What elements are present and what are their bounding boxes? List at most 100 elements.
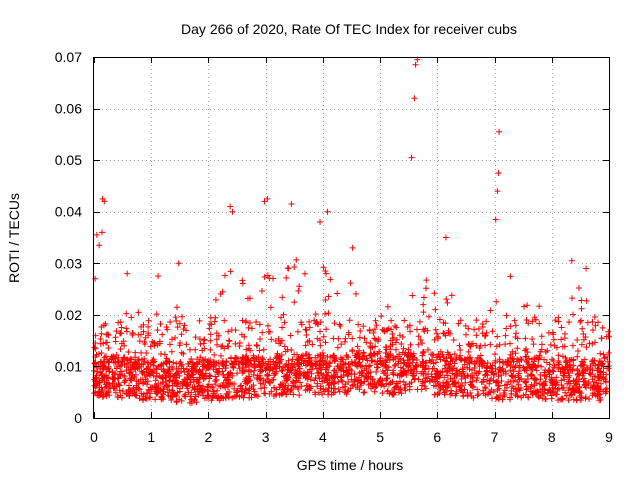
- data-point: [451, 351, 458, 358]
- data-point: [451, 360, 458, 367]
- data-point: [382, 364, 389, 371]
- data-point: [302, 326, 309, 333]
- data-point: [293, 256, 300, 263]
- data-point: [160, 396, 167, 403]
- data-point: [129, 330, 136, 337]
- data-point: [583, 265, 590, 272]
- data-point: [493, 298, 500, 305]
- data-point: [213, 330, 220, 337]
- data-point: [412, 375, 419, 382]
- data-point: [440, 383, 447, 390]
- data-point: [311, 377, 318, 384]
- data-point: [126, 392, 133, 399]
- data-point: [145, 332, 152, 339]
- data-point: [523, 317, 530, 324]
- data-point: [574, 371, 581, 378]
- data-point: [469, 378, 476, 385]
- data-point: [325, 369, 332, 376]
- data-point: [178, 331, 185, 338]
- y-tick-label: 0.02: [55, 307, 82, 323]
- data-point: [180, 350, 187, 357]
- data-point: [391, 362, 398, 369]
- data-point: [325, 293, 332, 300]
- data-point: [397, 371, 404, 378]
- data-point: [283, 274, 290, 281]
- data-point: [265, 372, 272, 379]
- data-point: [207, 346, 214, 353]
- data-point: [174, 389, 181, 396]
- data-point: [154, 327, 161, 334]
- data-point: [222, 394, 229, 401]
- data-point: [441, 374, 448, 381]
- data-point: [199, 383, 206, 390]
- data-point: [351, 378, 358, 385]
- data-point: [290, 379, 297, 386]
- data-point: [444, 372, 451, 379]
- data-point: [566, 319, 573, 326]
- data-point: [373, 383, 380, 390]
- data-point: [254, 342, 261, 349]
- data-point: [221, 317, 228, 324]
- data-point: [568, 257, 575, 264]
- data-point: [486, 380, 493, 387]
- data-point: [168, 348, 175, 355]
- data-point: [343, 391, 350, 398]
- data-point: [102, 364, 109, 371]
- data-point: [288, 200, 295, 207]
- data-point: [280, 390, 286, 397]
- data-point: [475, 325, 482, 332]
- data-point: [320, 333, 327, 340]
- data-point: [589, 318, 596, 325]
- data-point: [170, 359, 177, 366]
- data-point: [390, 367, 397, 374]
- data-point: [419, 368, 426, 375]
- data-point: [360, 323, 367, 330]
- data-point: [410, 350, 417, 357]
- data-point: [271, 372, 278, 379]
- data-point: [147, 366, 154, 373]
- data-point: [112, 389, 119, 396]
- data-point: [316, 375, 323, 382]
- data-point: [330, 385, 337, 392]
- data-point: [191, 383, 198, 390]
- data-point: [253, 318, 260, 325]
- data-point: [185, 389, 192, 396]
- data-point: [594, 367, 601, 374]
- data-point: [123, 325, 130, 332]
- data-point: [317, 351, 324, 358]
- data-point: [550, 331, 557, 338]
- data-point: [555, 359, 562, 366]
- data-point: [169, 394, 176, 401]
- data-point: [354, 351, 361, 358]
- data-point: [406, 354, 413, 361]
- data-point: [437, 385, 444, 392]
- data-point: [291, 263, 298, 270]
- data-point: [209, 393, 216, 400]
- data-point: [464, 364, 471, 371]
- data-point: [183, 327, 190, 334]
- data-point: [582, 334, 589, 341]
- data-point: [542, 348, 549, 355]
- data-point: [550, 368, 557, 375]
- data-point: [266, 275, 273, 282]
- data-point: [264, 272, 271, 279]
- data-point: [119, 388, 126, 395]
- data-point: [161, 351, 168, 358]
- data-point: [201, 336, 208, 343]
- data-point: [597, 358, 604, 365]
- data-point: [278, 337, 285, 344]
- data-point: [545, 387, 552, 394]
- data-point: [114, 393, 121, 400]
- data-point: [259, 356, 266, 363]
- data-point: [387, 337, 394, 344]
- data-point: [353, 354, 360, 361]
- data-point: [586, 395, 593, 402]
- data-point: [443, 296, 450, 303]
- data-point: [262, 360, 269, 367]
- data-point: [398, 390, 405, 397]
- data-point: [174, 383, 181, 390]
- data-point: [118, 394, 125, 401]
- data-point: [207, 337, 214, 344]
- data-point: [227, 369, 234, 376]
